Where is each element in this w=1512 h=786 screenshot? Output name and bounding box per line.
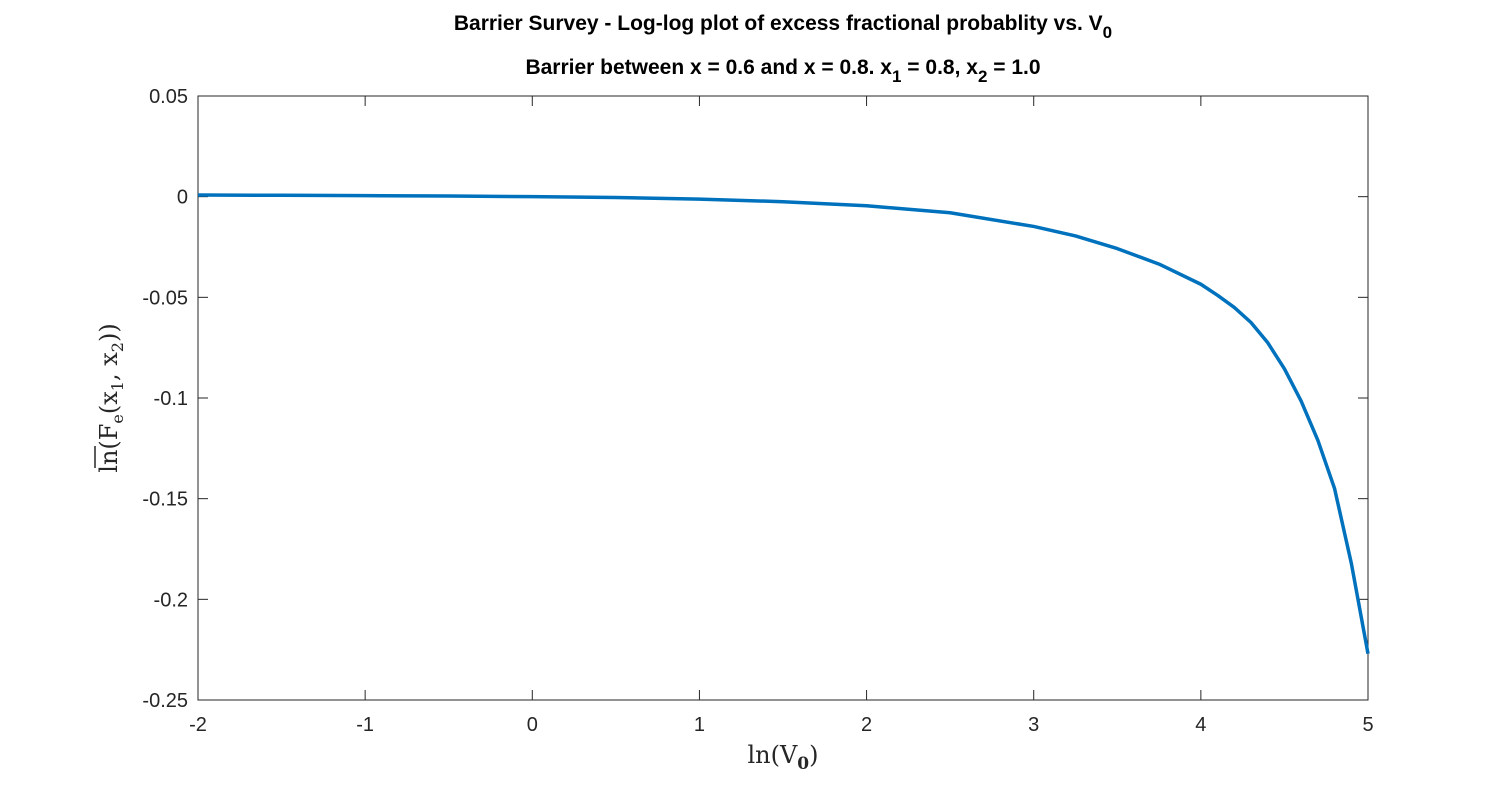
x-axis-tick-labels: -2 -1 0 1 2 3 4 5 [189, 714, 1373, 736]
subtitle-part3: = 1.0 [987, 56, 1040, 79]
chart-title-main: Barrier Survey - Log-log plot of excess … [454, 12, 1103, 35]
y-tick-label: 0 [177, 187, 188, 209]
y-tick-label: -0.05 [142, 287, 188, 309]
subtitle-sub1: 1 [892, 67, 901, 86]
chart-title-subscript: 0 [1103, 23, 1112, 42]
y-axis-label-mid: (x [95, 391, 123, 414]
y-tick-label: 0.05 [149, 86, 188, 108]
x-tick-label: 2 [861, 714, 872, 736]
x-axis-label-sub: 0 [797, 754, 809, 774]
chart-title: Barrier Survey - Log-log plot of excess … [454, 12, 1112, 42]
y-axis-label-group: ln(Fe(x1, x2)) [94, 323, 127, 473]
subtitle-part1: Barrier between x = 0.6 and x = 0.8. x [525, 56, 892, 79]
x-tick-label: 3 [1028, 714, 1039, 736]
y-axis-label-main: ln(F [95, 424, 123, 473]
y-axis-label-sub-e: e [108, 414, 127, 423]
y-axis-label-sub1: 1 [108, 381, 127, 391]
y-axis-label-sub2: 2 [108, 342, 127, 352]
x-tick-label: 4 [1195, 714, 1206, 736]
x-tick-label: -1 [356, 714, 374, 736]
y-tick-label: -0.1 [154, 388, 188, 410]
subtitle-part2: = 0.8, x [901, 56, 978, 79]
y-axis-label-sep: , x [95, 352, 123, 381]
y-axis-tick-labels: -0.25 -0.2 -0.15 -0.1 -0.05 0 0.05 [142, 86, 188, 712]
y-tick-label: -0.25 [142, 690, 188, 712]
y-tick-label: -0.2 [154, 589, 188, 611]
series-line [197, 193, 1370, 655]
x-axis-label-close: ) [809, 741, 818, 769]
y-axis-label-close: )) [95, 323, 123, 342]
x-axis-ticks [197, 96, 1369, 700]
y-axis-label: ln(Fe(x1, x2)) [95, 323, 127, 472]
chart-subtitle: Barrier between x = 0.6 and x = 0.8. x1 … [525, 56, 1040, 86]
x-axis-label-main: ln(V [747, 741, 797, 769]
x-tick-label: 1 [694, 714, 705, 736]
x-axis-label: ln(V0) [747, 741, 818, 774]
y-tick-label: -0.15 [142, 489, 188, 511]
x-tick-label: 5 [1362, 714, 1373, 736]
x-tick-label: 0 [527, 714, 538, 736]
subtitle-sub2: 2 [978, 67, 987, 86]
x-tick-label: -2 [189, 714, 207, 736]
